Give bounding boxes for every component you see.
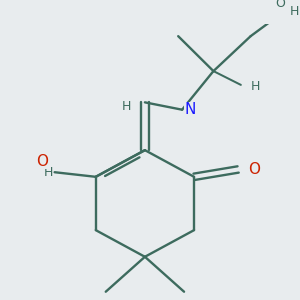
Text: N: N [184,102,195,117]
Text: H: H [122,100,131,112]
Text: O: O [36,154,48,169]
Text: O: O [248,162,260,177]
Text: H: H [250,80,260,93]
Text: H: H [290,5,299,18]
Text: H: H [43,166,52,179]
Text: O: O [275,0,285,10]
